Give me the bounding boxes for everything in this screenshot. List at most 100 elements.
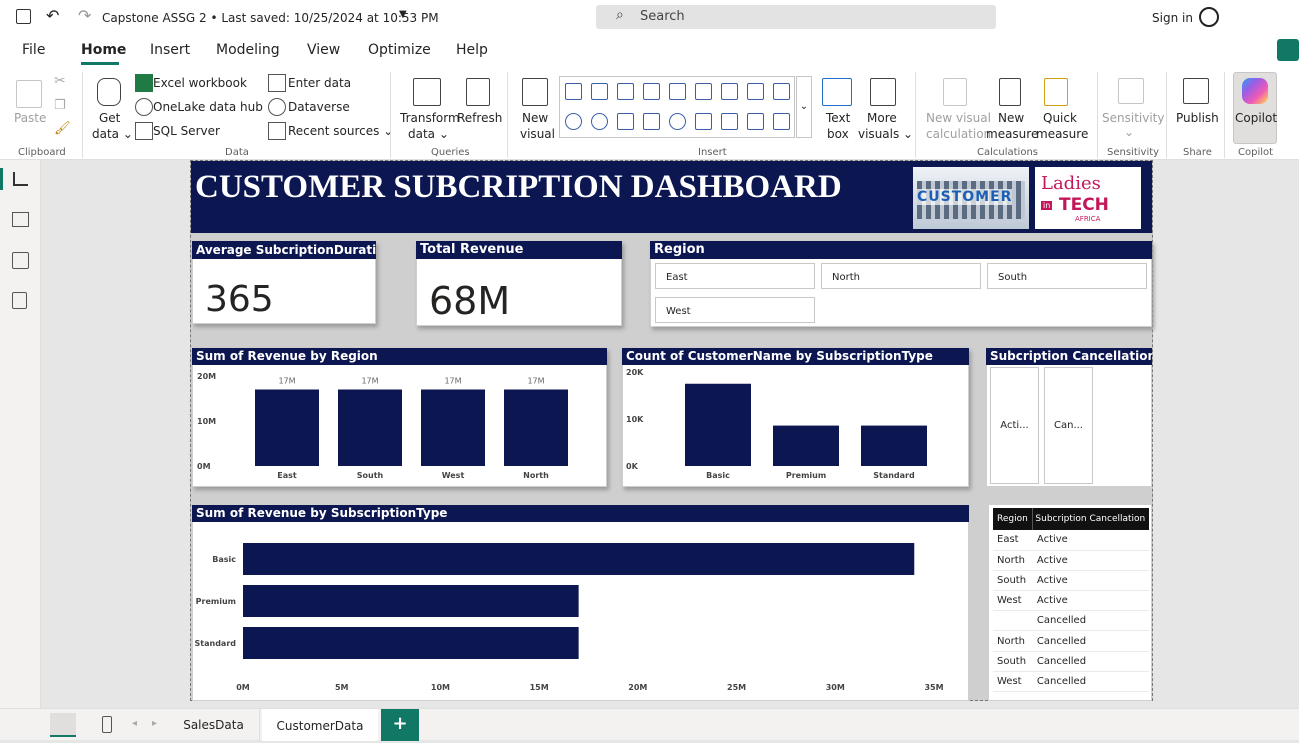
visual-area-icon[interactable] (747, 83, 764, 100)
menu-help[interactable]: Help (456, 42, 488, 58)
table-header-cancellation[interactable]: Subcription Cancellation (1035, 514, 1146, 524)
visual-card-icon[interactable] (695, 113, 712, 130)
table-row[interactable]: South Cancelled (993, 651, 1149, 672)
y-tick-label: Basic (212, 555, 236, 564)
share-icon[interactable] (1277, 39, 1299, 61)
visual-stacked-column-icon[interactable] (643, 83, 660, 100)
bar-premium (773, 425, 839, 466)
visual-gauge-icon[interactable] (669, 113, 686, 130)
transform-data-line1[interactable]: Transform (400, 111, 460, 125)
x-tick-label: East (277, 471, 297, 480)
region-option-north[interactable]: North (821, 263, 981, 289)
region-option-east[interactable]: East (655, 263, 815, 289)
menu-view[interactable]: View (307, 42, 341, 58)
get-data-button-line2[interactable]: data ⌄ (92, 127, 133, 141)
desktop-layout-icon[interactable] (50, 713, 76, 737)
next-page-icon[interactable]: ▸ (152, 718, 158, 729)
new-visual-line1[interactable]: New (522, 111, 549, 125)
visual-map-icon[interactable] (643, 113, 660, 130)
table-row[interactable]: East Active (993, 530, 1149, 551)
quick-measure-line2[interactable]: measure (1036, 127, 1089, 141)
menu-insert[interactable]: Insert (150, 42, 191, 58)
visual-column-3-icon[interactable] (695, 83, 712, 100)
text-box-icon (822, 78, 852, 106)
add-page-button[interactable]: + (381, 709, 419, 741)
menu-home[interactable]: Home (81, 42, 127, 58)
visual-clustered-bar-icon[interactable] (617, 83, 634, 100)
undo-icon[interactable]: ↶ (46, 6, 60, 25)
onelake-icon (135, 98, 153, 116)
table-row[interactable]: North Active (993, 550, 1149, 571)
copy-icon[interactable]: ❐ (54, 98, 66, 113)
table-header-region[interactable]: Region (993, 508, 1034, 530)
table-row[interactable]: South Active (993, 570, 1149, 592)
cancellation-option-active[interactable]: Acti... (990, 367, 1039, 484)
save-icon[interactable] (16, 9, 31, 24)
region-option-west[interactable]: West (655, 297, 815, 323)
chevron-down-icon[interactable]: ▼ (399, 9, 407, 20)
visuals-gallery[interactable] (559, 76, 795, 138)
visual-donut-icon[interactable] (591, 113, 608, 130)
cell-cancellation: Cancelled (1032, 651, 1149, 672)
new-measure-line2[interactable]: measure (986, 127, 1039, 141)
recent-sources-button[interactable]: Recent sources ⌄ (288, 124, 394, 138)
publish-button[interactable]: Publish (1176, 111, 1219, 125)
more-visuals-line2[interactable]: visuals ⌄ (858, 127, 914, 141)
refresh-button[interactable]: Refresh (457, 111, 503, 125)
enter-data-button[interactable]: Enter data (288, 76, 352, 90)
visual-pie-icon[interactable] (565, 113, 582, 130)
text-box-line2[interactable]: box (827, 127, 849, 141)
new-visual-line2[interactable]: visual (520, 127, 555, 141)
format-painter-icon[interactable]: 🖌 (54, 121, 71, 136)
customer-count-plot: 0K 10K 20K Basic Premium Standard (626, 368, 927, 480)
visual-table-icon[interactable] (747, 113, 764, 130)
tab-customerdata[interactable]: CustomerData (262, 709, 378, 741)
dax-query-view-icon[interactable] (12, 292, 27, 309)
text-box-line1[interactable]: Text (826, 111, 851, 125)
table-row[interactable]: Cancelled (993, 610, 1149, 632)
visual-column-2-icon[interactable] (669, 83, 686, 100)
more-visuals-line1[interactable]: More (867, 111, 897, 125)
cut-icon[interactable]: ✂ (54, 73, 66, 89)
cell-region: East (993, 530, 1033, 551)
visual-line-icon[interactable] (721, 83, 738, 100)
onelake-button[interactable]: OneLake data hub ⌄ (153, 100, 277, 114)
region-cancellation-table[interactable]: Region Subcription Cancellation East Acti… (988, 504, 1152, 701)
sql-server-button[interactable]: SQL Server (153, 124, 220, 138)
visual-kpi-icon[interactable] (721, 113, 738, 130)
gallery-expand-icon[interactable]: ⌄ (796, 76, 812, 138)
menu-modeling[interactable]: Modeling (216, 42, 280, 58)
cancellation-option-cancelled[interactable]: Can... (1044, 367, 1093, 484)
new-visual-calc-line2: calculation (926, 127, 992, 141)
get-data-button-line1[interactable]: Get (99, 111, 121, 125)
dataverse-button[interactable]: Dataverse (288, 100, 350, 114)
region-option-south[interactable]: South (987, 263, 1147, 289)
mobile-layout-icon[interactable] (102, 716, 112, 733)
tab-salesdata[interactable]: SalesData (168, 709, 260, 741)
quick-measure-line1[interactable]: Quick (1043, 111, 1077, 125)
visual-stacked-bar-icon[interactable] (565, 83, 582, 100)
visual-stacked-area-icon[interactable] (773, 83, 790, 100)
table-row[interactable]: West Active (993, 590, 1149, 612)
visual-clustered-column-icon[interactable] (591, 83, 608, 100)
search-input[interactable]: ⌕ Search (596, 5, 996, 29)
account-icon[interactable] (1199, 7, 1219, 27)
report-canvas[interactable]: CUSTOMER SUBCRIPTION DASHBOARD CUSTOMER … (190, 160, 1153, 701)
report-view-icon[interactable] (13, 172, 28, 186)
x-tick-label: 10M (431, 683, 450, 692)
table-row[interactable]: West Cancelled (993, 671, 1149, 693)
model-view-icon[interactable] (12, 252, 29, 269)
visual-matrix-icon[interactable] (773, 113, 790, 130)
new-measure-line1[interactable]: New (998, 111, 1025, 125)
sign-in-link[interactable]: Sign in (1152, 11, 1193, 25)
redo-icon[interactable]: ↷ (78, 6, 92, 25)
visual-treemap-icon[interactable] (617, 113, 634, 130)
table-row[interactable]: North Cancelled (993, 630, 1149, 652)
transform-data-line2[interactable]: data ⌄ (408, 127, 449, 141)
title-bar: ↶ ↷ Capstone ASSG 2 • Last saved: 10/25/… (0, 0, 1299, 34)
menu-file[interactable]: File (22, 42, 46, 58)
prev-page-icon[interactable]: ◂ (132, 718, 138, 729)
table-view-icon[interactable] (12, 212, 29, 227)
menu-optimize[interactable]: Optimize (368, 42, 431, 58)
excel-workbook-button[interactable]: Excel workbook (153, 76, 247, 90)
